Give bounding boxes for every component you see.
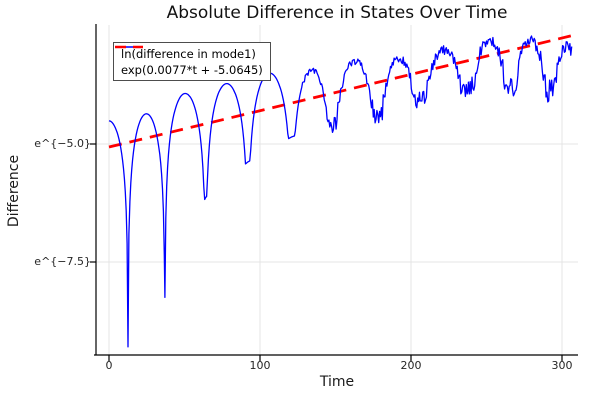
chart-title: Absolute Difference in States Over Time [166,3,508,23]
x-axis-label: Time [319,374,355,390]
legend-box: ln(difference in mode1) exp(0.0077*t + -… [113,42,271,81]
legend-label-red: exp(0.0077*t + -5.0645) [121,62,263,77]
y-tick-label-e-5: e^{−5.0} [34,137,91,150]
x-tick-label-200: 200 [400,359,422,372]
legend-line-dashed-red-icon [115,45,143,49]
y-axis-label: Difference [6,154,22,228]
x-tick-label-0: 0 [105,359,113,372]
legend-entry-red: exp(0.0077*t + -5.0645) [115,45,263,77]
x-tick-label-300: 300 [551,359,573,372]
legend-label-blue: ln(difference in mode1) [121,46,256,61]
difference-curve-blue [108,35,573,348]
x-tick-label-100: 100 [249,359,271,372]
y-tick-label-e-7-5: e^{−7.5} [34,255,91,268]
